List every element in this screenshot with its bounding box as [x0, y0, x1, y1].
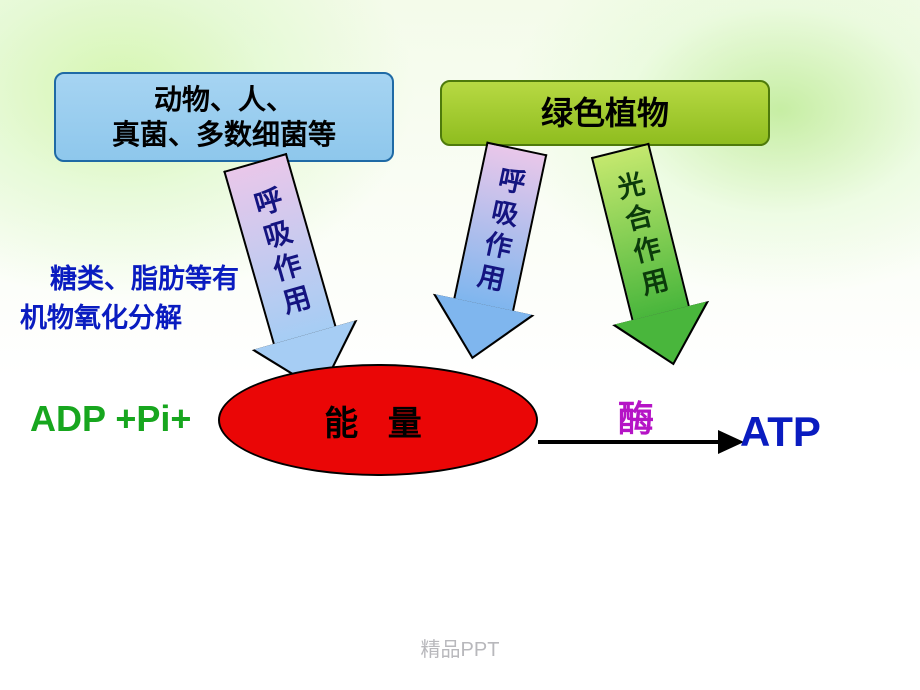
- energy-ellipse: 能 量: [218, 364, 538, 476]
- box-animals-text: 动物、人、 真菌、多数细菌等: [112, 82, 336, 152]
- reactant-adp-pi: ADP +Pi+: [30, 398, 191, 440]
- box-animals: 动物、人、 真菌、多数细菌等: [54, 72, 394, 162]
- slide-canvas: 动物、人、 真菌、多数细菌等 绿色植物 糖类、脂肪等有 机物氧化分解 呼吸作用 …: [0, 0, 920, 690]
- box-plants-text: 绿色植物: [541, 93, 669, 133]
- arrow-photosynthesis: 光合作用: [571, 138, 722, 378]
- arrow-respiration-right: 呼吸作用: [421, 137, 568, 370]
- footer-watermark: 精品PPT: [0, 633, 920, 662]
- enzyme-label: 酶: [618, 390, 654, 442]
- side-caption-text: 糖类、脂肪等有 机物氧化分解: [20, 264, 239, 333]
- product-atp: ATP: [740, 408, 821, 456]
- side-caption: 糖类、脂肪等有 机物氧化分解: [20, 226, 239, 366]
- box-plants: 绿色植物: [440, 80, 770, 146]
- energy-label: 能 量: [324, 396, 431, 445]
